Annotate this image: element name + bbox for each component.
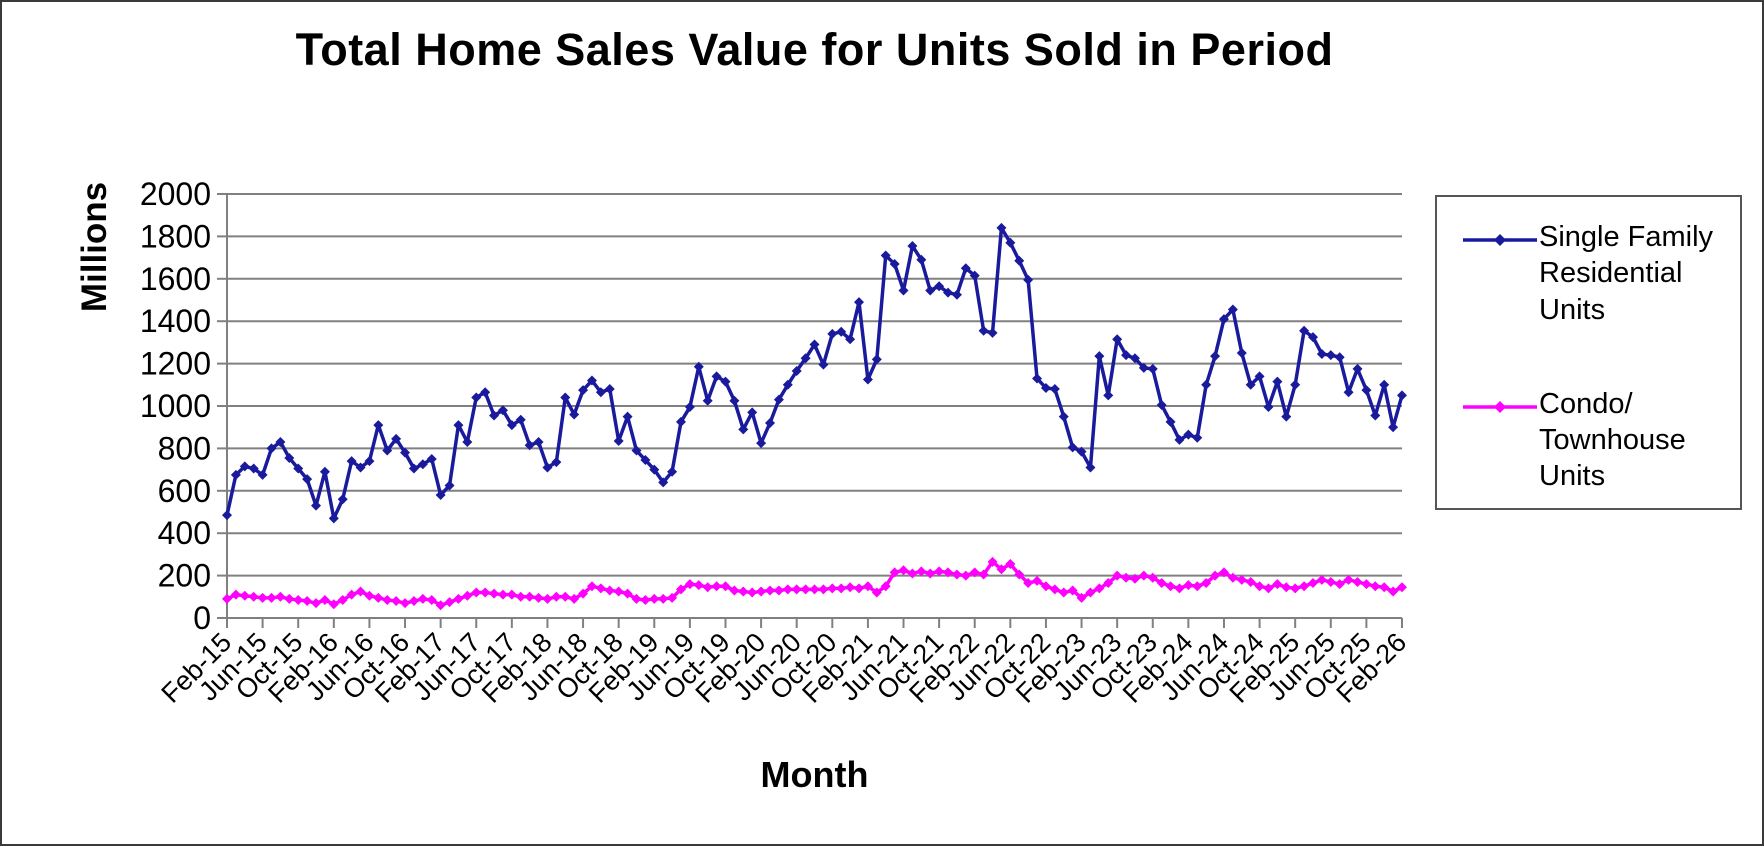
svg-text:0: 0 — [193, 600, 211, 636]
svg-text:1600: 1600 — [140, 261, 211, 297]
gridlines — [217, 193, 1402, 619]
svg-text:1200: 1200 — [140, 346, 211, 382]
x-axis-title: Month — [760, 754, 869, 795]
series-condo — [222, 556, 1407, 611]
single-family-line-marker-icon — [1463, 234, 1537, 246]
x-tick-labels: Feb-15Jun-15Oct-15Feb-16Jun-16Oct-16Feb-… — [156, 618, 1412, 709]
svg-text:1800: 1800 — [140, 218, 211, 254]
legend-entry-condo: Condo/ Townhouse Units — [1461, 386, 1732, 495]
svg-text:2000: 2000 — [140, 176, 211, 212]
legend-label-condo: Condo/ Townhouse Units — [1539, 387, 1686, 493]
svg-text:600: 600 — [158, 473, 211, 509]
svg-text:400: 400 — [158, 515, 211, 551]
series-single-family — [222, 222, 1407, 524]
legend-label-single-family: Single Family Residential Units — [1539, 221, 1714, 326]
svg-text:800: 800 — [158, 430, 211, 466]
chart-title: Total Home Sales Value for Units Sold in… — [295, 24, 1334, 75]
legend: Single Family Residential Units Condo/ T… — [1435, 195, 1742, 510]
svg-text:1000: 1000 — [140, 388, 211, 424]
y-tick-labels: 0 200 400 600 800 1000 1200 1400 1600 1800 2000 — [140, 176, 211, 636]
condo-line-marker-icon — [1463, 400, 1537, 413]
svg-text:1400: 1400 — [140, 303, 211, 339]
svg-text:200: 200 — [158, 558, 211, 594]
legend-entry-single-family: Single Family Residential Units — [1461, 219, 1732, 328]
